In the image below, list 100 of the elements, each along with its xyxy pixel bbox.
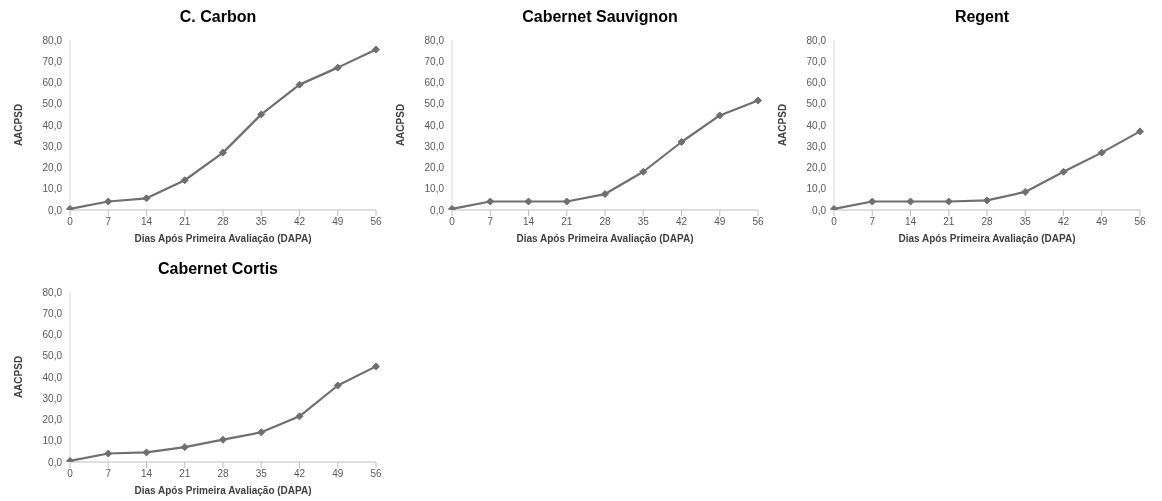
point bbox=[715, 111, 724, 120]
x-tick-label: 14 bbox=[522, 216, 535, 228]
x-tick-label: 0 bbox=[67, 216, 74, 228]
y-tick-label: 30,0 bbox=[42, 140, 63, 152]
y-tick-label: 10,0 bbox=[806, 183, 827, 195]
x-tick-label: 28 bbox=[981, 216, 993, 228]
y-tick-label: 10,0 bbox=[42, 435, 63, 447]
x-axis-title: Dias Após Primeira Avaliação (DAPA) bbox=[134, 485, 312, 496]
y-tick-label: 20,0 bbox=[42, 162, 63, 174]
point bbox=[257, 428, 266, 437]
point bbox=[1097, 148, 1106, 157]
point bbox=[830, 204, 838, 210]
y-tick-label: 40,0 bbox=[806, 119, 827, 131]
x-tick-label: 0 bbox=[449, 216, 456, 228]
y-tick-label: 20,0 bbox=[42, 414, 63, 426]
point bbox=[486, 197, 495, 206]
point bbox=[562, 197, 571, 206]
x-tick-label: 56 bbox=[370, 468, 382, 480]
x-tick-label: 35 bbox=[637, 216, 650, 228]
point bbox=[1059, 167, 1068, 176]
x-tick-label: 7 bbox=[869, 216, 876, 228]
x-tick-label: 0 bbox=[831, 216, 838, 228]
x-tick-label: 14 bbox=[140, 468, 153, 480]
point bbox=[142, 194, 151, 203]
point bbox=[448, 204, 456, 210]
y-tick-label: 50,0 bbox=[42, 350, 63, 362]
x-tick-label: 42 bbox=[675, 216, 688, 228]
y-tick-label: 30,0 bbox=[424, 140, 445, 152]
y-tick-label: 80,0 bbox=[806, 34, 827, 46]
y-tick-label: 70,0 bbox=[42, 307, 63, 319]
y-tick-label: 0,0 bbox=[812, 204, 827, 216]
x-tick-label: 28 bbox=[599, 216, 611, 228]
y-tick-label: 20,0 bbox=[424, 162, 445, 174]
x-tick-label: 7 bbox=[105, 216, 112, 228]
y-tick-label: 0,0 bbox=[48, 204, 63, 216]
point bbox=[1136, 127, 1144, 136]
y-tick-label: 40,0 bbox=[424, 119, 445, 131]
x-tick-label: 21 bbox=[179, 468, 191, 480]
chart-title: Regent bbox=[953, 8, 1011, 27]
x-tick-label: 35 bbox=[1019, 216, 1032, 228]
x-tick-label: 42 bbox=[293, 468, 306, 480]
x-tick-label: 56 bbox=[752, 216, 764, 228]
y-tick-label: 30,0 bbox=[42, 392, 63, 404]
point bbox=[219, 148, 227, 157]
y-tick-label: 50,0 bbox=[424, 98, 445, 110]
x-tick-label: 35 bbox=[255, 216, 268, 228]
y-axis-title: AACPSD bbox=[12, 355, 24, 399]
point bbox=[180, 176, 189, 185]
y-tick-label: 70,0 bbox=[806, 55, 827, 67]
y-tick-label: 50,0 bbox=[806, 98, 827, 110]
point bbox=[983, 196, 991, 205]
y-tick-label: 10,0 bbox=[424, 183, 445, 195]
y-axis-title: AACPSD bbox=[776, 103, 788, 147]
y-tick-label: 70,0 bbox=[424, 55, 445, 67]
point bbox=[754, 96, 762, 105]
x-tick-label: 21 bbox=[179, 216, 191, 228]
y-axis-title: AACPSD bbox=[12, 103, 24, 147]
x-tick-label: 14 bbox=[904, 216, 917, 228]
point bbox=[219, 435, 227, 444]
y-tick-label: 40,0 bbox=[42, 119, 63, 131]
y-tick-label: 50,0 bbox=[42, 98, 63, 110]
x-tick-label: 56 bbox=[370, 216, 382, 228]
point bbox=[639, 167, 648, 176]
x-tick-label: 49 bbox=[714, 216, 726, 228]
x-tick-label: 7 bbox=[105, 468, 112, 480]
point bbox=[180, 443, 189, 452]
point bbox=[66, 456, 74, 462]
x-tick-label: 42 bbox=[1057, 216, 1070, 228]
x-tick-label: 14 bbox=[140, 216, 153, 228]
point bbox=[524, 197, 533, 206]
x-tick-label: 21 bbox=[561, 216, 573, 228]
point bbox=[257, 110, 266, 119]
point bbox=[66, 204, 74, 210]
point bbox=[1021, 187, 1030, 196]
x-tick-label: 21 bbox=[943, 216, 955, 228]
point bbox=[601, 190, 609, 199]
y-tick-label: 60,0 bbox=[806, 77, 827, 89]
point bbox=[333, 381, 342, 390]
point bbox=[333, 63, 342, 72]
y-tick-label: 80,0 bbox=[42, 286, 63, 298]
x-tick-label: 0 bbox=[67, 468, 74, 480]
point bbox=[104, 197, 113, 206]
x-tick-label: 56 bbox=[1134, 216, 1146, 228]
point bbox=[372, 362, 380, 371]
y-tick-label: 80,0 bbox=[424, 34, 445, 46]
x-axis-title: Dias Após Primeira Avaliação (DAPA) bbox=[134, 233, 312, 244]
y-tick-label: 30,0 bbox=[806, 140, 827, 152]
y-tick-label: 10,0 bbox=[42, 183, 63, 195]
point bbox=[295, 412, 304, 421]
x-tick-label: 42 bbox=[293, 216, 306, 228]
y-tick-label: 80,0 bbox=[42, 34, 63, 46]
y-tick-label: 40,0 bbox=[42, 371, 63, 383]
x-tick-label: 28 bbox=[217, 216, 229, 228]
y-tick-label: 60,0 bbox=[42, 329, 63, 341]
x-tick-label: 49 bbox=[1096, 216, 1108, 228]
x-axis-title: Dias Após Primeira Avaliação (DAPA) bbox=[898, 233, 1076, 244]
x-tick-label: 28 bbox=[217, 468, 229, 480]
point bbox=[906, 197, 915, 206]
y-tick-label: 20,0 bbox=[806, 162, 827, 174]
y-tick-label: 60,0 bbox=[424, 77, 445, 89]
